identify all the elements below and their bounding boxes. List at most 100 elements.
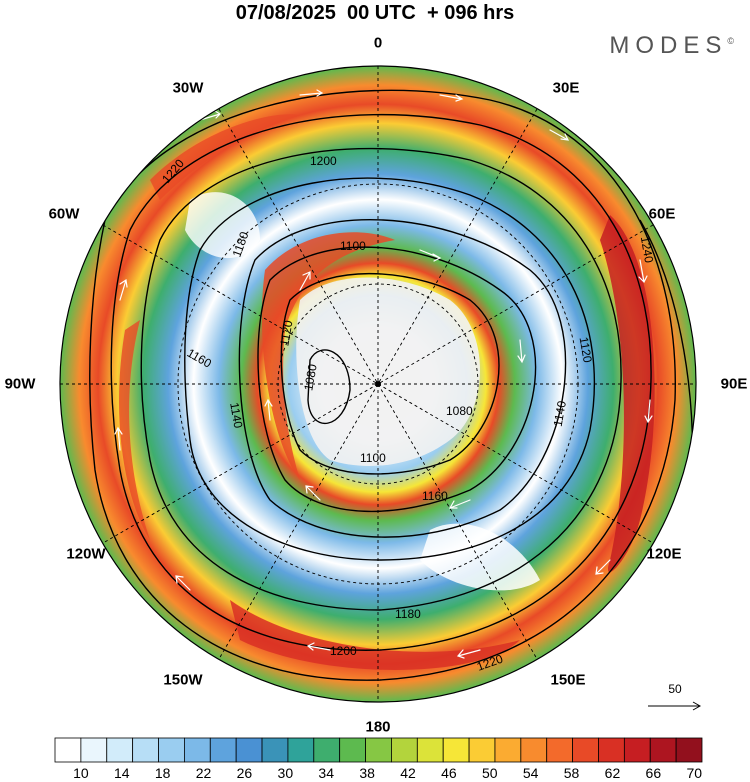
wind-arrow xyxy=(175,575,191,591)
lon-label-30w: 30W xyxy=(172,79,204,97)
colorbar-tick-label: 66 xyxy=(646,765,662,781)
colorbar-swatch xyxy=(572,737,599,763)
map-border xyxy=(59,65,697,703)
wind-arrow xyxy=(306,642,331,651)
colorbar-swatch xyxy=(235,737,263,763)
wind-arrow xyxy=(299,271,311,291)
wind-vectors xyxy=(114,89,653,659)
colorbar-tick-label: 14 xyxy=(114,765,130,781)
lon-label-90e: 90E xyxy=(720,375,748,393)
contour-1200 xyxy=(110,113,652,651)
contour-1180 xyxy=(140,147,622,611)
colorbar-swatch xyxy=(54,737,82,763)
contour-1220 xyxy=(89,89,676,681)
colorbar-swatch xyxy=(313,737,341,763)
wind-arrow xyxy=(305,485,321,501)
colorbar-swatch xyxy=(365,737,392,763)
contour-label: 1140 xyxy=(551,399,569,427)
contour-label: 1200 xyxy=(310,154,337,168)
colorbar-swatch xyxy=(468,737,496,763)
contour-label: 1200 xyxy=(330,644,357,658)
contour-label: 1120 xyxy=(277,319,295,347)
lon-label-0: 0 xyxy=(373,34,383,52)
colorbar-swatch xyxy=(158,737,185,763)
colorbar-swatch xyxy=(598,737,625,763)
wind-arrow xyxy=(456,649,481,659)
lon-label-120e: 120E xyxy=(646,545,682,563)
contour-label: 1240 xyxy=(638,235,656,264)
colorbar-tick-label: 46 xyxy=(441,765,457,781)
map-title: 07/08/2025 00 UTC + 096 hrs xyxy=(235,2,515,24)
brand-logo: MODES© xyxy=(609,32,734,60)
colorbar-tick-label: 26 xyxy=(237,765,253,781)
colorbar-swatch xyxy=(261,737,289,763)
contour-label: 1080 xyxy=(301,363,319,392)
colorbar-tick-label: 38 xyxy=(359,765,375,781)
wind-arrow xyxy=(549,129,570,141)
colorbar-tick-label: 18 xyxy=(155,765,171,781)
lon-label-180: 180 xyxy=(365,718,391,736)
contour-1080 xyxy=(307,349,351,425)
contour-label: 1140 xyxy=(227,401,245,429)
contour-label: 1100 xyxy=(360,451,386,465)
colorbar-tick-label: 10 xyxy=(73,765,89,781)
contour-1100 xyxy=(280,272,500,475)
wind-arrow xyxy=(119,278,128,301)
colorbar-swatch xyxy=(80,737,108,763)
vector-reference xyxy=(648,701,702,711)
colorbar-swatch xyxy=(132,737,159,763)
colorbar-tick-label: 34 xyxy=(318,765,334,781)
colorbar-swatch xyxy=(623,737,651,763)
lon-label-30e: 30E xyxy=(552,79,580,97)
contour-label: 1180 xyxy=(395,607,421,621)
contour-label: 1080 xyxy=(446,404,473,418)
colorbar-swatch xyxy=(183,737,211,763)
wind-arrow xyxy=(264,398,273,421)
colorbar-swatch xyxy=(339,737,366,763)
lon-label-60w: 60W xyxy=(48,205,80,223)
contour-1160 xyxy=(184,177,596,561)
wind-arrow xyxy=(638,259,648,284)
wind-arrow xyxy=(114,426,123,451)
colorbar-swatch xyxy=(442,737,470,763)
wind-arrow xyxy=(644,399,653,424)
wind-arrow xyxy=(199,110,221,121)
colorbar-tick-label: 58 xyxy=(564,765,580,781)
jet-northwest xyxy=(150,114,300,200)
colorbar-tick-label: 62 xyxy=(605,765,621,781)
jet-south xyxy=(230,600,520,670)
colorbar-swatch xyxy=(494,737,522,763)
lon-label-60e: 60E xyxy=(648,205,676,223)
contour-1140 xyxy=(238,219,567,538)
jet-inner xyxy=(261,232,395,480)
wind-arrow xyxy=(439,94,464,102)
jet-west xyxy=(119,320,150,540)
copyright-mark: © xyxy=(727,36,734,46)
contour-label: 1100 xyxy=(340,239,366,253)
brand-name: MODES xyxy=(609,32,728,59)
lon-label-150w: 150W xyxy=(163,671,203,689)
jet-east xyxy=(600,215,655,573)
colorbar-swatch xyxy=(675,737,703,763)
wind-arrow xyxy=(517,339,526,364)
colorbar-swatch xyxy=(546,737,573,763)
contour-label: 1160 xyxy=(422,489,448,503)
lon-label-150e: 150E xyxy=(550,671,586,689)
wind-arrow xyxy=(448,499,471,509)
colorbar-swatch xyxy=(209,737,237,763)
colorbar-swatch xyxy=(106,737,134,763)
wind-arrow xyxy=(595,559,611,575)
wind-arrow xyxy=(419,249,442,262)
contour-1120 xyxy=(257,246,537,513)
wind-arrow xyxy=(299,89,324,97)
contour-label: 1120 xyxy=(577,336,595,364)
colorbar-swatch xyxy=(416,737,444,763)
colorbar-tick-label: 70 xyxy=(686,765,702,781)
vector-reference-label: 50 xyxy=(668,682,682,696)
colorbar-swatch xyxy=(391,737,418,763)
colorbar-swatch xyxy=(520,737,548,763)
lon-label-90w: 90W xyxy=(4,375,36,393)
colorbar-tick-label: 22 xyxy=(196,765,212,781)
colorbar-tick-label: 50 xyxy=(482,765,498,781)
colorbar-swatch xyxy=(287,737,315,763)
